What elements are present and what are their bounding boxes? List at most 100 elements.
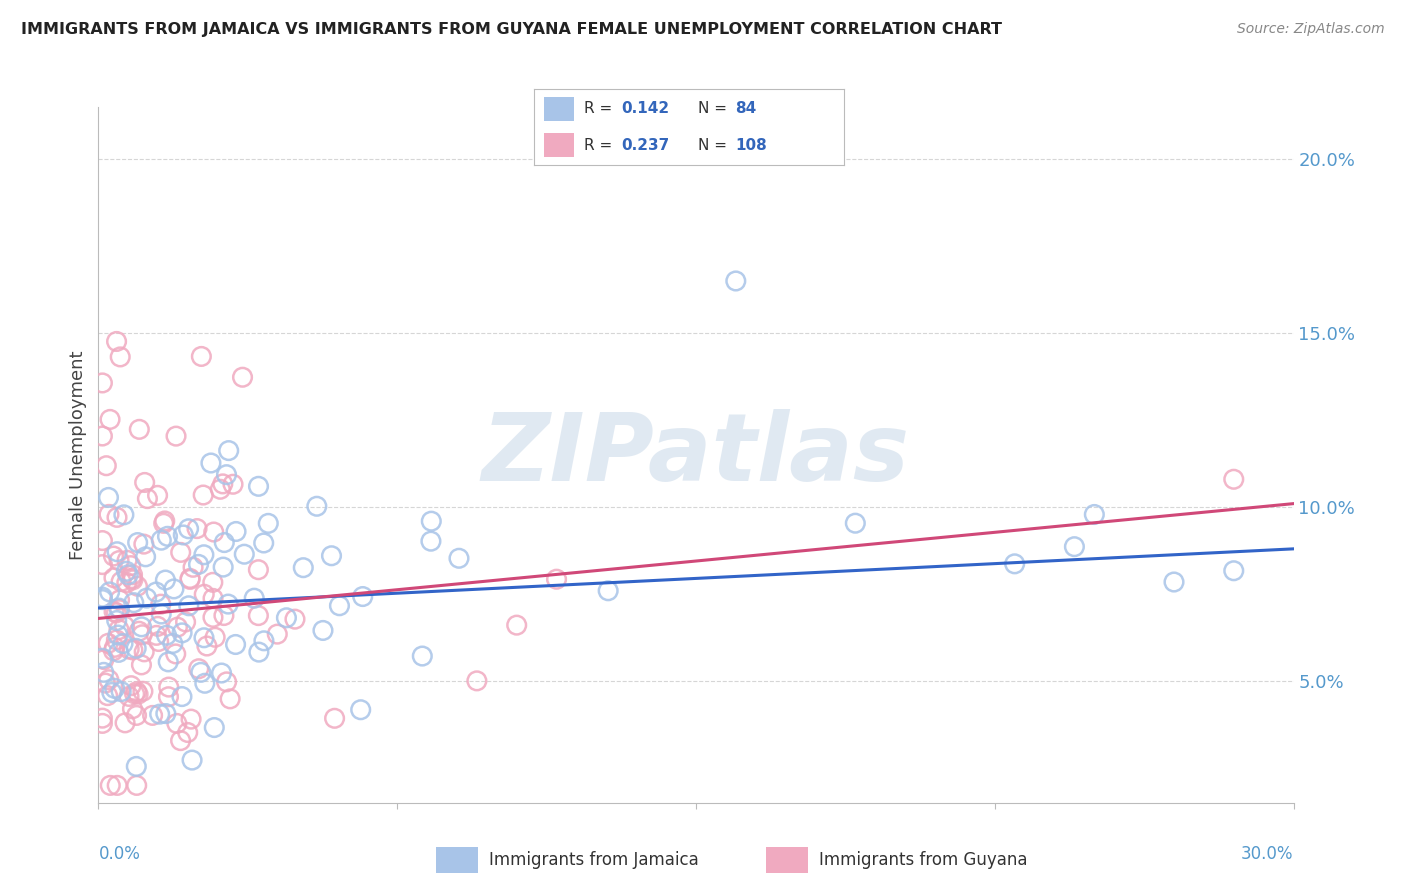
Point — [103, 605, 125, 619]
Point — [225, 638, 247, 652]
Point — [105, 778, 128, 793]
Y-axis label: Female Unemployment: Female Unemployment — [69, 351, 87, 559]
Point — [215, 467, 238, 482]
Point — [121, 702, 143, 716]
Point — [125, 641, 148, 656]
Point — [321, 549, 343, 563]
Point — [128, 422, 150, 436]
Point — [219, 691, 242, 706]
Point — [193, 488, 215, 502]
Point — [222, 477, 245, 491]
Point — [243, 591, 266, 606]
Point — [186, 522, 208, 536]
Point — [200, 456, 222, 470]
Point — [103, 571, 125, 585]
Point — [212, 560, 235, 574]
Point — [108, 601, 131, 615]
Point — [157, 690, 180, 704]
Point — [125, 708, 148, 723]
Point — [187, 662, 209, 676]
Text: 84: 84 — [735, 102, 756, 117]
Point — [201, 610, 224, 624]
Point — [118, 642, 141, 657]
Point — [91, 716, 114, 731]
Point — [180, 712, 202, 726]
Point — [107, 628, 129, 642]
Text: Immigrants from Jamaica: Immigrants from Jamaica — [489, 851, 699, 869]
Point — [506, 618, 529, 632]
Point — [1223, 472, 1246, 486]
Point — [103, 644, 125, 658]
Point — [112, 636, 135, 650]
Point — [284, 612, 307, 626]
Point — [323, 711, 346, 725]
Point — [212, 608, 235, 623]
Point — [179, 573, 201, 587]
Point — [202, 524, 225, 539]
Point — [93, 665, 115, 680]
Point — [157, 680, 180, 694]
Point — [155, 573, 177, 587]
Text: R =: R = — [583, 137, 617, 153]
Point — [165, 429, 187, 443]
Point — [108, 554, 131, 568]
Text: ZIPatlas: ZIPatlas — [482, 409, 910, 501]
Point — [266, 627, 288, 641]
Point — [155, 706, 177, 721]
Point — [101, 685, 124, 699]
Point — [146, 619, 169, 633]
Point — [231, 370, 253, 384]
Point — [312, 624, 335, 638]
Point — [131, 657, 153, 672]
Point — [292, 560, 315, 574]
Point — [105, 632, 128, 647]
Text: N =: N = — [699, 102, 733, 117]
Point — [131, 620, 153, 634]
Point — [105, 545, 128, 559]
Point — [181, 560, 204, 574]
Point — [97, 491, 120, 505]
Point — [215, 674, 238, 689]
Point — [105, 614, 128, 628]
Point — [148, 634, 170, 648]
Bar — [544, 133, 575, 158]
Point — [118, 690, 141, 704]
Point — [91, 651, 114, 665]
Point — [1223, 564, 1246, 578]
Point — [97, 673, 120, 687]
Text: 0.237: 0.237 — [621, 137, 669, 153]
Text: N =: N = — [699, 137, 733, 153]
Text: 0.0%: 0.0% — [98, 845, 141, 863]
Point — [157, 655, 180, 669]
Point — [177, 599, 200, 613]
Text: Source: ZipAtlas.com: Source: ZipAtlas.com — [1237, 22, 1385, 37]
Point — [465, 673, 488, 688]
Point — [152, 516, 174, 531]
Bar — [436, 847, 478, 873]
Point — [174, 615, 197, 629]
Point — [98, 585, 121, 599]
Point — [97, 636, 120, 650]
Point — [121, 567, 143, 582]
Point — [132, 684, 155, 698]
Point — [170, 545, 193, 559]
Point — [257, 516, 280, 531]
Point — [149, 707, 172, 722]
Point — [153, 514, 176, 528]
Point — [142, 708, 165, 723]
Point — [419, 534, 441, 549]
Point — [170, 690, 193, 704]
Point — [190, 350, 212, 364]
Point — [127, 579, 149, 593]
Bar — [766, 847, 808, 873]
Bar — [544, 97, 575, 121]
Point — [145, 585, 167, 599]
Point — [98, 778, 121, 793]
Point — [110, 574, 132, 589]
Point — [115, 564, 138, 578]
Point — [145, 628, 167, 642]
Point — [150, 533, 173, 548]
Point — [193, 631, 215, 645]
Point — [105, 606, 128, 620]
Point — [91, 533, 114, 548]
